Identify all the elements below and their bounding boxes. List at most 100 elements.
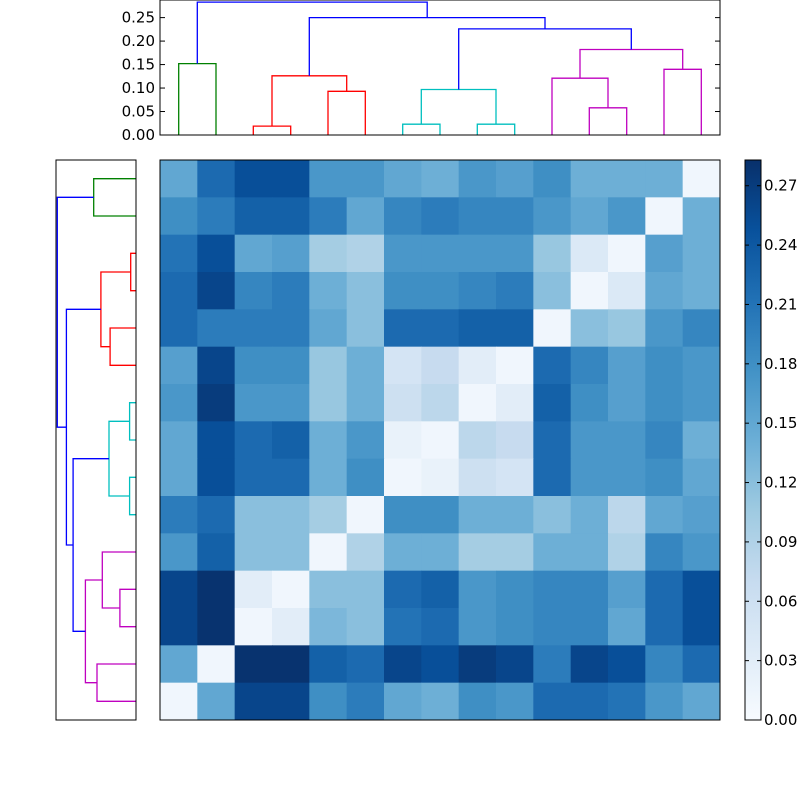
heatmap-cell (570, 458, 609, 497)
heatmap-cell (458, 608, 497, 646)
dendrogram-link (476, 123, 516, 135)
dendrogram-link (72, 458, 109, 632)
heatmap-cell (272, 309, 310, 348)
heatmap-cell (346, 160, 385, 198)
heatmap-cell (608, 384, 646, 422)
heatmap-cell (533, 570, 572, 609)
heatmap-cell (160, 197, 198, 236)
heatmap-cell (197, 384, 236, 422)
heatmap-cell (272, 608, 310, 646)
colorbar-tick-label: 0.06 (764, 592, 797, 610)
heatmap-cell (458, 682, 497, 721)
heatmap-cell (570, 309, 609, 348)
heatmap-cell (346, 197, 385, 236)
heatmap-cell (160, 346, 198, 385)
heatmap-cell (160, 608, 198, 646)
heatmap-cell (458, 570, 497, 609)
heatmap-cell (272, 197, 310, 236)
heatmap-cell (384, 234, 422, 273)
colorbar-tick-label: 0.03 (764, 652, 797, 670)
heatmap-cell (682, 458, 721, 497)
heatmap-cell (458, 421, 497, 460)
dendrogram-link (119, 588, 136, 628)
dendrogram-link (196, 1, 428, 64)
y-tick-label: 0.20 (122, 32, 155, 50)
heatmap-cell (421, 234, 460, 273)
heatmap-cell (197, 309, 236, 348)
heatmap-cell (533, 645, 572, 684)
heatmap-cell (458, 496, 497, 534)
heatmap-cell (346, 608, 385, 646)
heatmap-cell (608, 346, 646, 385)
dendrogram-link (327, 90, 366, 135)
heatmap-cell (682, 608, 721, 646)
heatmap-cell (608, 496, 646, 534)
dendrogram-link (402, 123, 441, 135)
heatmap-cell (384, 421, 422, 460)
y-tick-label: 0.15 (122, 56, 155, 74)
heatmap-cell (421, 608, 460, 646)
heatmap-cell (234, 458, 273, 497)
heatmap-cell (645, 234, 684, 273)
heatmap-cell (346, 458, 385, 497)
heatmap-cell (645, 682, 684, 721)
heatmap-cell (234, 197, 273, 236)
heatmap-cell (533, 309, 572, 348)
colorbar-tick-label: 0.15 (764, 414, 797, 432)
heatmap-cell (421, 458, 460, 497)
heatmap-cell (608, 421, 646, 460)
colorbar-tick-label: 0.24 (764, 236, 797, 254)
heatmap-cell (160, 496, 198, 534)
heatmap-cell (570, 570, 609, 609)
heatmap-cell (309, 458, 348, 497)
heatmap-cell (645, 309, 684, 348)
dendrogram-link (551, 77, 609, 135)
heatmap-cell (570, 160, 609, 198)
heatmap-cell (197, 346, 236, 385)
heatmap-cell (234, 384, 273, 422)
heatmap-cell (160, 570, 198, 609)
heatmap-cell (645, 160, 684, 198)
heatmap-cell (421, 160, 460, 198)
heatmap-cell (421, 533, 460, 572)
heatmap-cell (197, 197, 236, 236)
heatmap-cell (645, 533, 684, 572)
heatmap-cell (682, 570, 721, 609)
heatmap-cell (682, 346, 721, 385)
dendrogram-link (178, 62, 217, 135)
heatmap-cell (272, 645, 310, 684)
heatmap-cell (272, 272, 310, 310)
heatmap-cell (346, 496, 385, 534)
colorbar: 0.00 0.03 0.06 0.09 0.12 0.15 0.18 0.21 0.24 0.27 (744, 159, 797, 729)
heatmap-cell (309, 384, 348, 422)
heatmap-cell (272, 496, 310, 534)
heatmap-cell (533, 458, 572, 497)
heatmap-cell (309, 533, 348, 572)
heatmap-cell (608, 197, 646, 236)
heatmap-cell (197, 533, 236, 572)
heatmap-cell (384, 272, 422, 310)
heatmap-cell (309, 234, 348, 273)
heatmap-cell (346, 384, 385, 422)
heatmap-cell (234, 272, 273, 310)
heatmap-cell (272, 682, 310, 721)
heatmap-cell (160, 533, 198, 572)
heatmap-cell (197, 645, 236, 684)
heatmap-cell (608, 570, 646, 609)
heatmap-cell (458, 384, 497, 422)
heatmap-cell (384, 645, 422, 684)
heatmap-cell (160, 645, 198, 684)
heatmap-cell (309, 496, 348, 534)
heatmap-cell (234, 682, 273, 721)
heatmap-cell (496, 645, 534, 684)
heatmap-cell (309, 570, 348, 609)
heatmap-cell (421, 570, 460, 609)
heatmap-cell (346, 309, 385, 348)
heatmap-cell (496, 160, 534, 198)
heatmap-cell (234, 234, 273, 273)
heatmap-cell (421, 496, 460, 534)
heatmap-cell (160, 160, 198, 198)
heatmap-cell (496, 496, 534, 534)
heatmap-cell (496, 682, 534, 721)
heatmap-cell (272, 421, 310, 460)
